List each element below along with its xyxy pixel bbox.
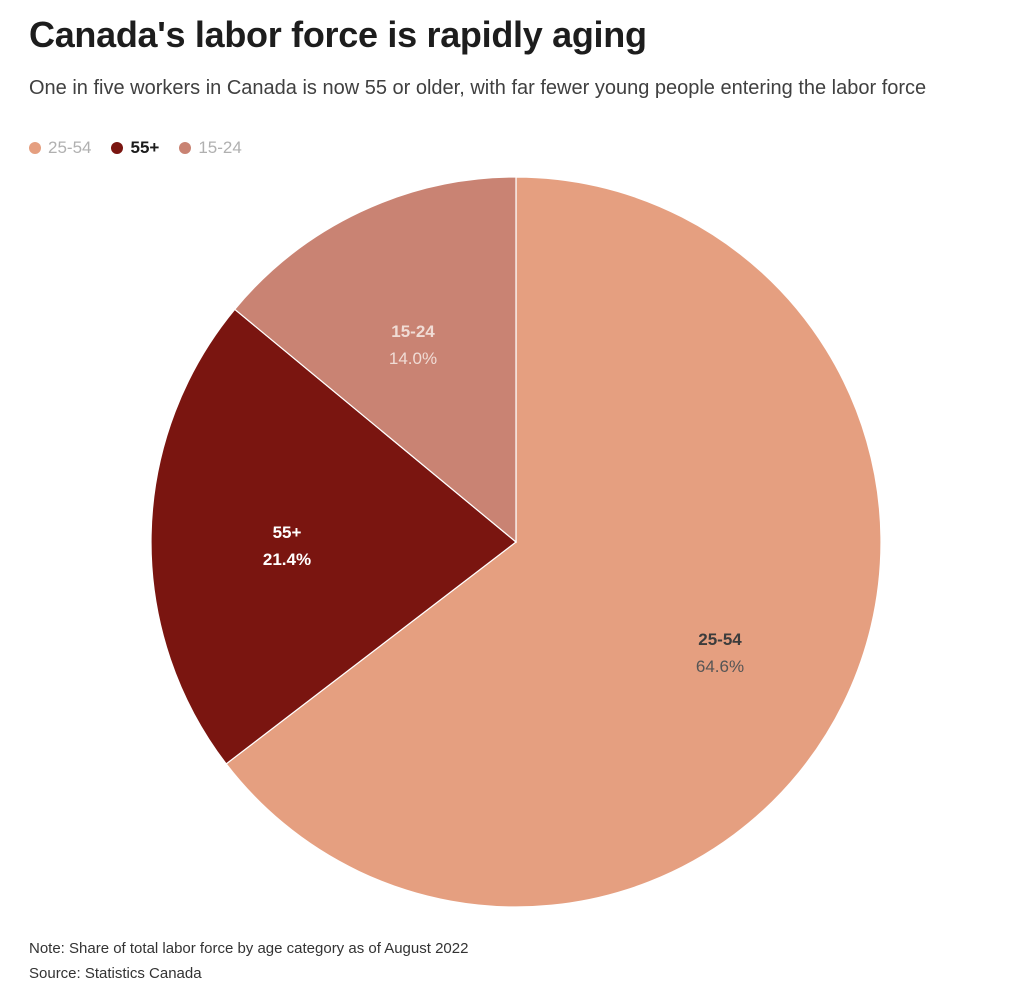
legend-swatch-25-54 bbox=[29, 142, 41, 154]
slice-label-55-plus: 55+ bbox=[273, 523, 302, 542]
legend-item-25-54[interactable]: 25-54 bbox=[29, 138, 91, 158]
slice-value-55-plus: 21.4% bbox=[263, 550, 311, 569]
legend-swatch-15-24 bbox=[179, 142, 192, 154]
pie-slice-15-24[interactable] bbox=[233, 176, 517, 544]
chart-source: Source: Statistics Canada bbox=[29, 965, 202, 982]
legend-label-55-plus: 55+ bbox=[130, 138, 160, 157]
chart-note: Note: Share of total labor force by age … bbox=[29, 940, 469, 957]
legend-label-25-54: 25-54 bbox=[48, 138, 92, 157]
slice-value-25-54: 64.6% bbox=[696, 657, 744, 676]
legend-item-15-24[interactable]: 15-24 bbox=[179, 138, 242, 158]
legend: 25-54 55+ 15-24 bbox=[29, 138, 262, 158]
legend-label-15-24: 15-24 bbox=[198, 138, 242, 157]
legend-swatch-55-plus bbox=[111, 142, 124, 154]
legend-item-55-plus[interactable]: 55+ bbox=[111, 138, 159, 158]
chart-title: Canada's labor force is rapidly aging bbox=[29, 14, 647, 55]
pie-slice-25-54[interactable] bbox=[225, 176, 882, 908]
slice-label-25-54: 25-54 bbox=[698, 630, 742, 649]
slice-label-15-24: 15-24 bbox=[391, 322, 435, 341]
chart-subtitle: One in five workers in Canada is now 55 … bbox=[29, 77, 927, 99]
pie-slice-55-plus[interactable] bbox=[150, 308, 517, 765]
slice-value-15-24: 14.0% bbox=[389, 349, 437, 368]
